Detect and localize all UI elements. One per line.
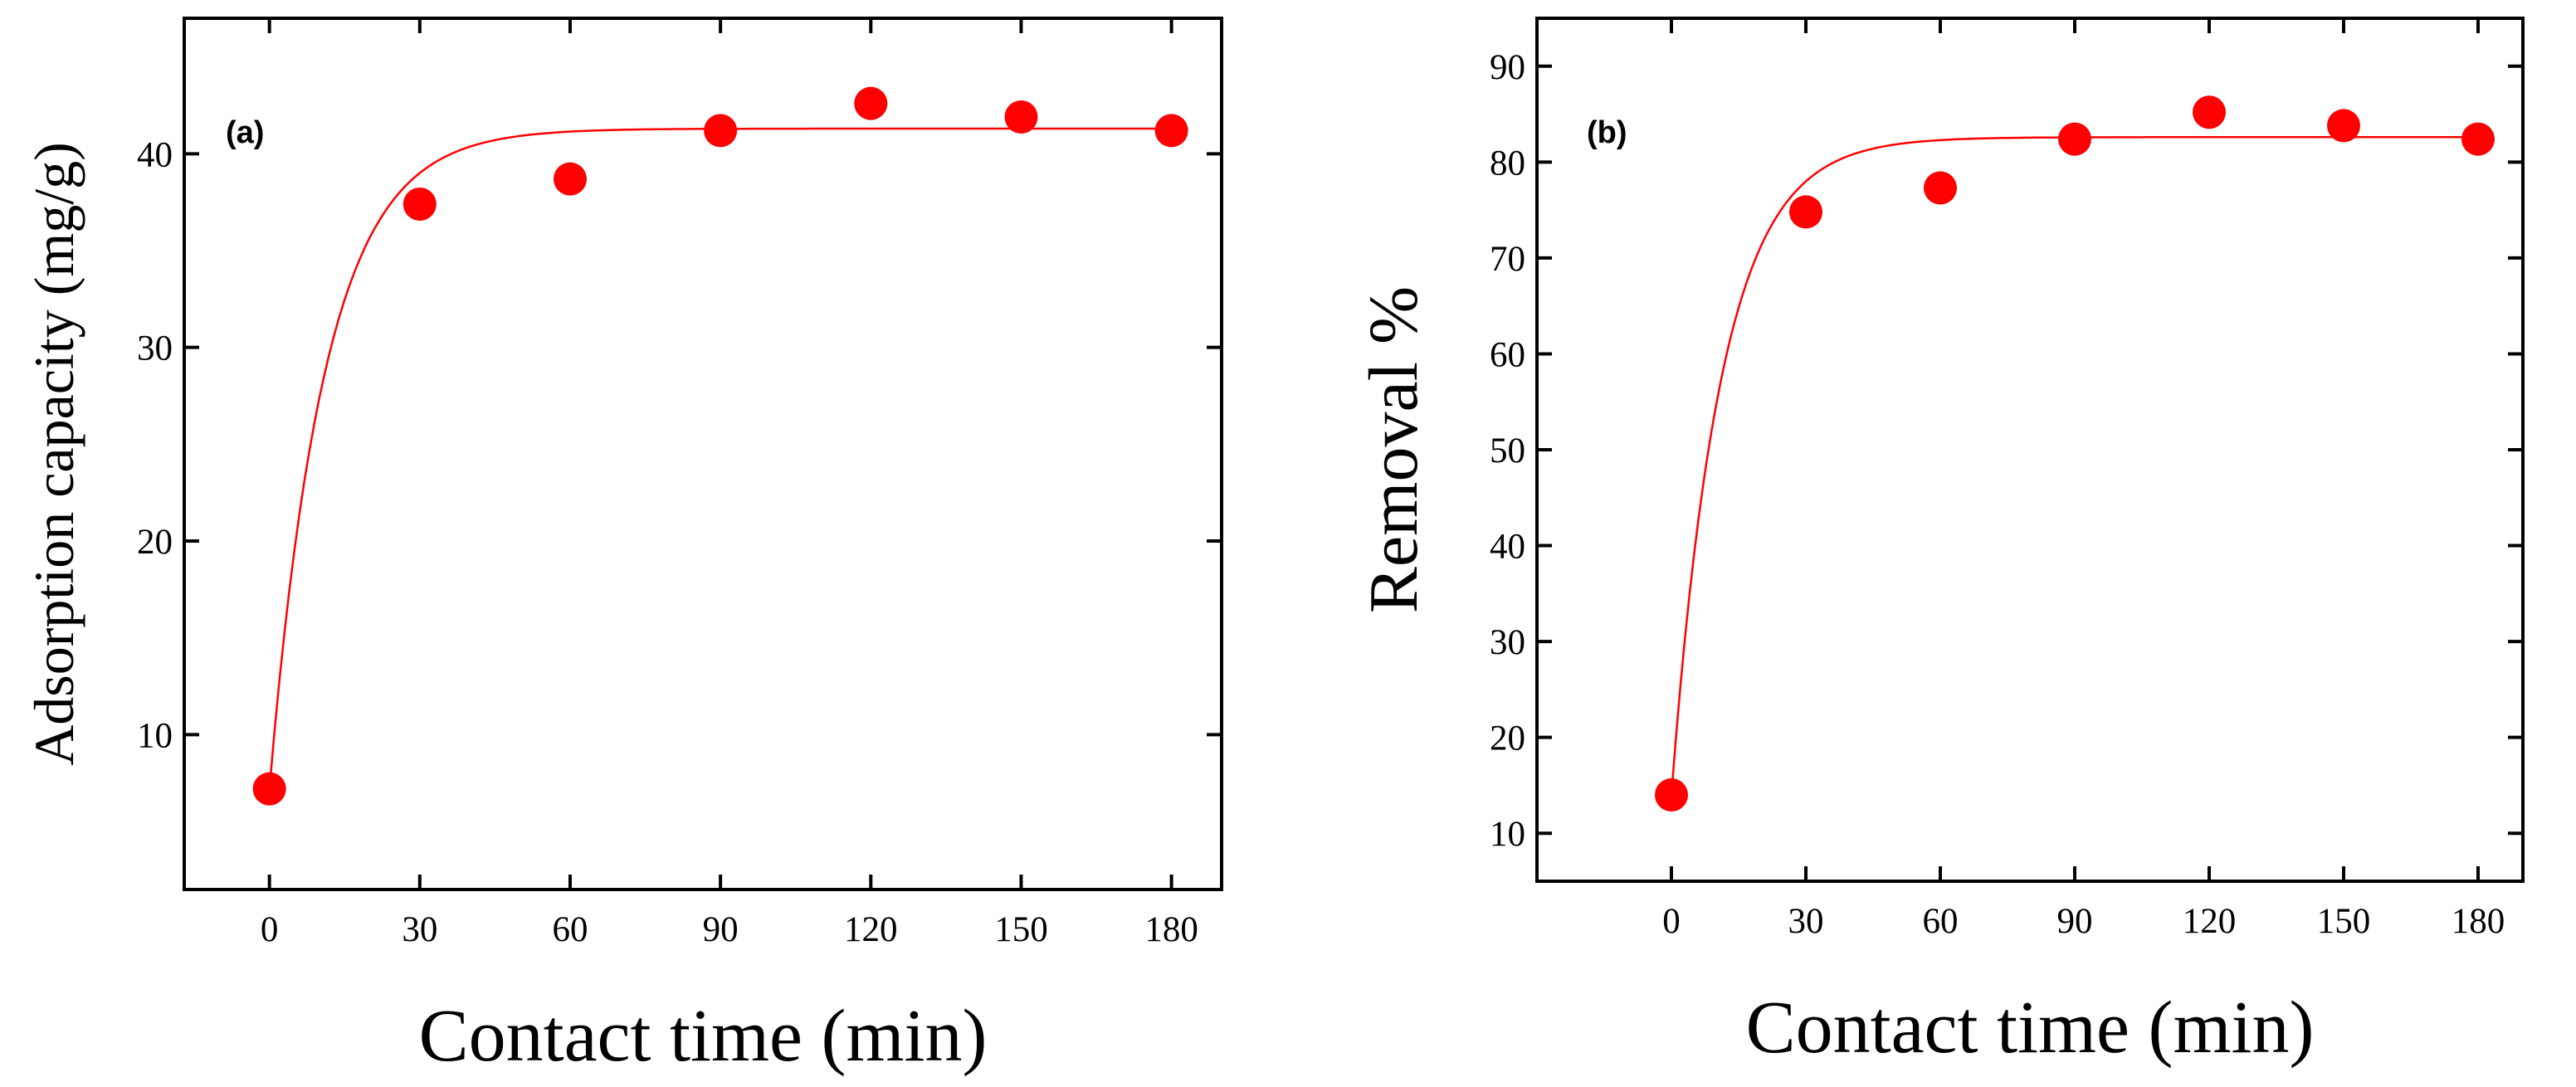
panel-label: (a)	[226, 115, 264, 150]
y-tick-label: 40	[1490, 528, 1525, 567]
x-tick-label: 0	[261, 910, 279, 949]
y-axis-title: Removal %	[1355, 286, 1432, 613]
y-tick-label: 80	[1490, 144, 1525, 183]
data-point	[402, 188, 437, 221]
data-point	[2461, 122, 2495, 156]
panel-label: (b)	[1587, 115, 1627, 150]
data-point	[553, 162, 587, 196]
x-tick-label: 30	[1788, 902, 1824, 941]
y-tick-label: 10	[137, 716, 173, 755]
x-tick-label: 30	[402, 910, 437, 949]
panel-a-chart: 0 30 60 90 120 150 180 10 20 30 40 (a) Contact time …	[22, 17, 1223, 1077]
y-tick-label: 50	[1490, 431, 1525, 470]
x-tick-label: 90	[2057, 902, 2093, 941]
data-point	[1004, 100, 1038, 134]
x-tick-label: 150	[994, 910, 1048, 949]
data-point	[704, 114, 738, 148]
plot-frame	[183, 17, 1223, 891]
y-tick-label: 10	[1490, 815, 1525, 854]
data-point	[252, 772, 286, 806]
fit-curve	[268, 127, 1172, 789]
y-tick-label: 30	[1490, 623, 1525, 662]
y-axis-title: Adsorption capacity (mg/g)	[22, 142, 85, 766]
x-tick-label: 120	[844, 910, 898, 949]
x-tick-label: 180	[2452, 902, 2505, 941]
x-axis-title: Contact time (min)	[1746, 987, 2315, 1069]
plot-frame	[1535, 17, 2525, 883]
y-tick-label: 90	[1490, 48, 1525, 87]
x-tick-label: 60	[1923, 902, 1959, 941]
y-tick-label: 20	[1490, 719, 1525, 758]
x-tick-label: 120	[2183, 902, 2237, 941]
data-point	[1655, 778, 1688, 812]
panel-b-chart: 0 30 60 90 120 150 180 10 20 30 40 50 60 70 80 90 (b) Con…	[1355, 17, 2525, 1069]
x-tick-label: 90	[703, 910, 739, 949]
data-point	[1154, 114, 1188, 148]
fit-curve	[1670, 136, 2478, 796]
data-point	[2193, 95, 2226, 129]
data-point	[2327, 109, 2360, 143]
y-tick-label: 30	[137, 329, 173, 368]
data-point	[2058, 122, 2091, 156]
x-axis-title: Contact time (min)	[419, 995, 988, 1077]
y-tick-label: 40	[137, 135, 173, 174]
x-tick-label: 150	[2317, 902, 2371, 941]
data-point	[1789, 195, 1822, 229]
data-point	[854, 86, 888, 120]
y-tick-label: 60	[1490, 335, 1525, 374]
y-tick-label: 70	[1490, 240, 1525, 279]
data-point	[1924, 171, 1957, 205]
x-tick-label: 180	[1144, 910, 1198, 949]
x-tick-label: 60	[552, 910, 588, 949]
x-tick-label: 0	[1662, 902, 1681, 941]
y-tick-label: 20	[137, 523, 173, 562]
